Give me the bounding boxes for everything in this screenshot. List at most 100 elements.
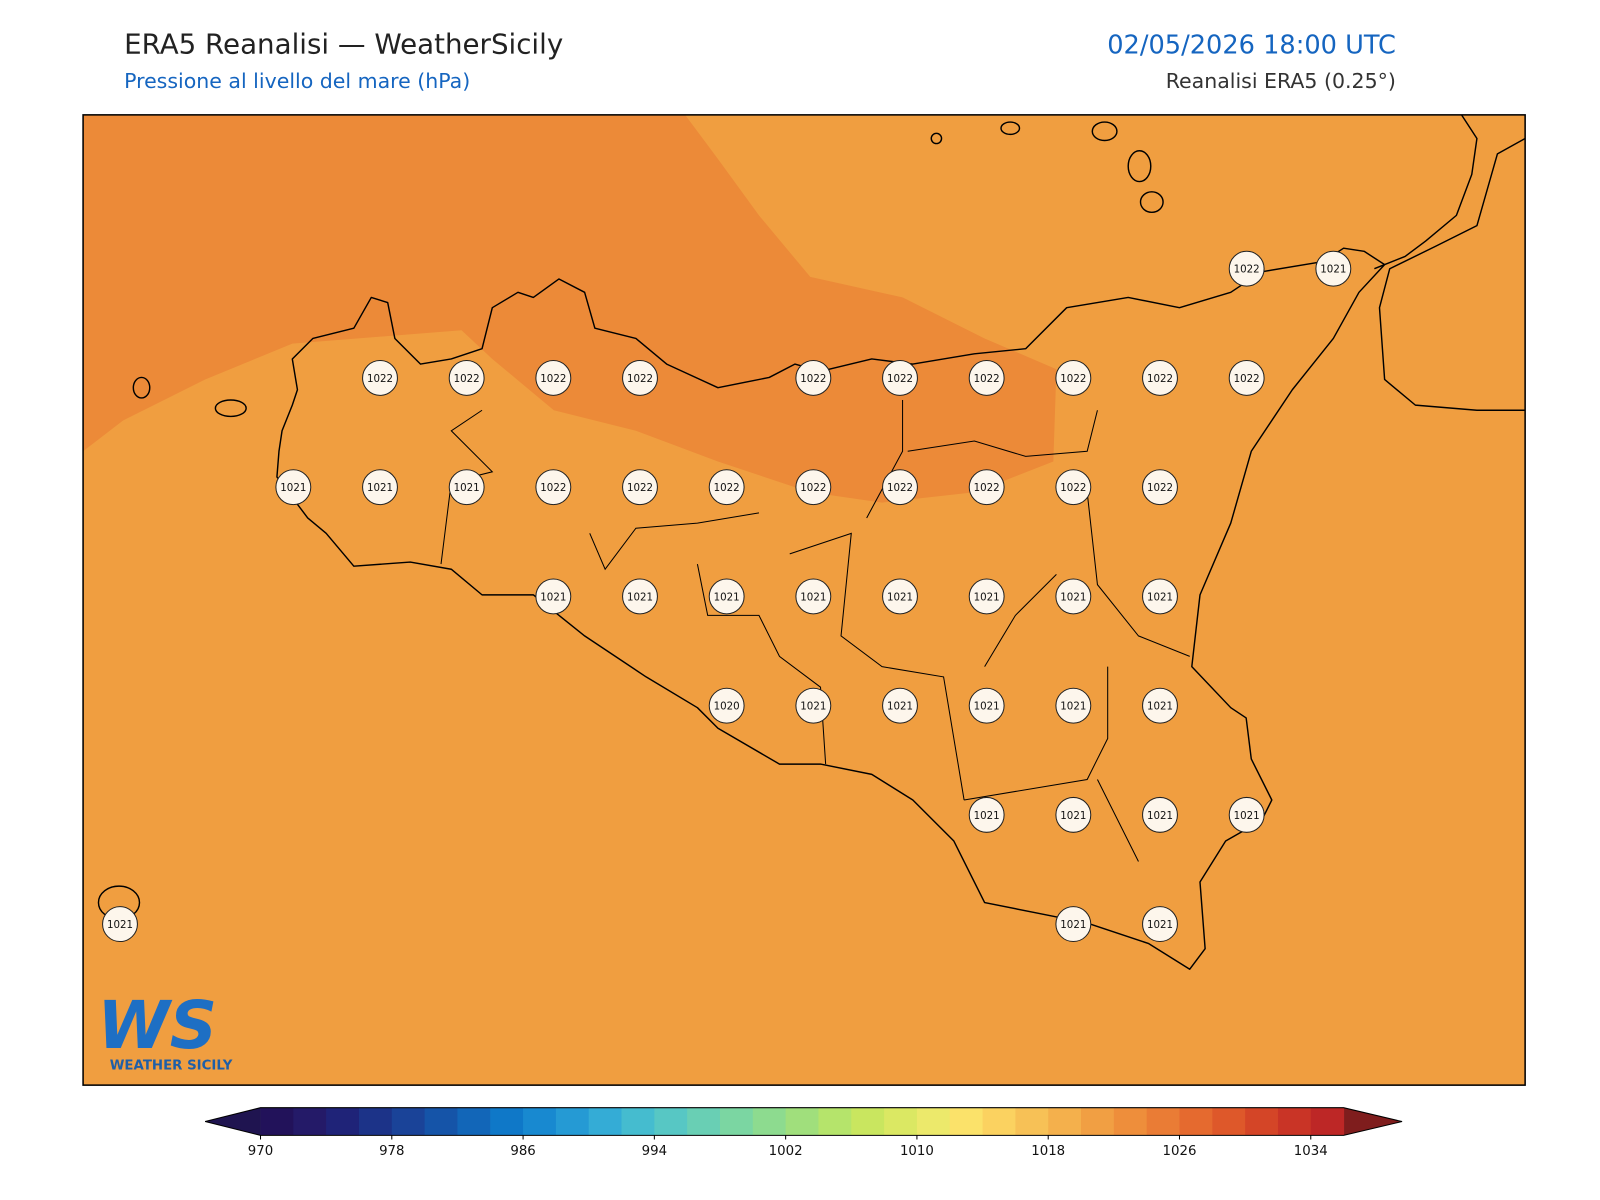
colorbar-box [1113,1107,1148,1136]
station-value: 1021 [1060,919,1086,931]
station-marker [968,359,1005,396]
colorbar: 970 978 986 994 1002 1010 1018 1026 1034 [205,1107,1403,1159]
station-layer: 1022 1021 1022 1022 1022 1022 1022 1022 1022 1022… [102,250,1352,943]
station-value: 1022 [1060,373,1086,385]
colorbar-extend-high [1343,1107,1403,1136]
island [214,399,247,418]
station-marker [968,469,1005,506]
station-marker [968,796,1005,833]
station-marker [1228,250,1265,287]
station-value: 1022 [627,482,653,494]
colorbar-box [785,1107,819,1136]
colorbar-box [588,1107,623,1136]
station-value: 1021 [974,591,1000,603]
colorbar-box [424,1107,458,1136]
field-high [83,114,1057,503]
colorbar-tick-label: 1034 [1294,1144,1328,1159]
station-marker [1055,796,1092,833]
station-marker [1142,469,1178,506]
station-marker [1055,469,1092,506]
station-value: 1020 [714,701,740,713]
colorbar-box [391,1107,426,1136]
colorbar-box [1277,1107,1312,1136]
colorbar-box [621,1107,655,1136]
colorbar-box [358,1107,393,1136]
station-marker [968,687,1005,724]
logo: WS WEATHER SICILY [97,988,232,1074]
colorbar-tick-label: 986 [510,1144,535,1159]
island [132,376,151,399]
station-value: 1022 [1234,373,1260,385]
station-marker [1142,578,1178,615]
station-marker [535,469,572,506]
colorbar-tick-label: 1018 [1031,1144,1065,1159]
station-value: 1021 [627,591,653,603]
colorbar-box [720,1107,754,1136]
station-marker [535,359,572,396]
colorbar-box [752,1107,787,1136]
logo-mark: WS [97,988,217,1064]
station-value: 1022 [1147,373,1173,385]
title: ERA5 Reanalisi — WeatherSicily [124,27,563,60]
island [1000,121,1021,136]
colorbar-box [949,1107,984,1136]
station-marker [795,687,832,724]
station-value: 1021 [107,919,133,931]
station-marker [362,359,398,396]
station-marker [1142,687,1178,724]
station-value: 1022 [540,373,566,385]
colorbar-tick-label: 970 [248,1144,273,1159]
station-value: 1022 [887,373,913,385]
colorbar-box [982,1107,1016,1136]
province-borders [440,399,1190,862]
station-marker [1142,906,1178,943]
station-marker [708,578,745,615]
station-marker [1142,796,1178,833]
station-marker [622,578,658,615]
station-marker [795,359,832,396]
map-frame [82,114,1526,1086]
station-value: 1022 [454,373,480,385]
station-value: 1021 [974,701,1000,713]
station-value: 1021 [1147,810,1173,822]
colorbar-tick-label: 1026 [1163,1144,1197,1159]
colorbar-tick-label: 1002 [769,1144,803,1159]
colorbar-box [818,1107,852,1136]
logo-text: WEATHER SICILY [110,1059,233,1074]
colorbar-tick-label: 1010 [900,1144,934,1159]
station-marker [882,469,918,506]
colorbar-tick-label: 994 [642,1144,667,1159]
colorbar-box [457,1107,491,1136]
station-marker [1055,687,1092,724]
calabria-coast [1374,114,1478,270]
station-value: 1021 [367,482,393,494]
colorbar-box [1212,1107,1246,1136]
station-value: 1021 [1060,591,1086,603]
station-value: 1022 [367,373,393,385]
station-value: 1022 [974,373,1000,385]
station-value: 1022 [800,482,826,494]
island [1091,121,1118,142]
colorbar-box [884,1107,918,1136]
colorbar-box [1179,1107,1213,1136]
colorbar-box [654,1107,688,1136]
station-marker [1142,359,1178,396]
station-value: 1022 [800,373,826,385]
station-value: 1021 [800,591,826,603]
station-marker [708,687,745,724]
station-marker [448,469,485,506]
station-value: 1021 [1060,701,1086,713]
island [1127,150,1152,183]
colorbar-extend-low [205,1107,261,1136]
station-value: 1021 [1147,701,1173,713]
station-value: 1022 [974,482,1000,494]
colorbar-box [687,1107,721,1136]
station-value: 1021 [887,701,913,713]
subtitle: Pressione al livello del mare (hPa) [124,69,470,93]
colorbar-box [523,1107,557,1136]
station-value: 1021 [1060,810,1086,822]
station-value: 1022 [1060,482,1086,494]
station-marker [882,578,918,615]
island [930,132,943,145]
